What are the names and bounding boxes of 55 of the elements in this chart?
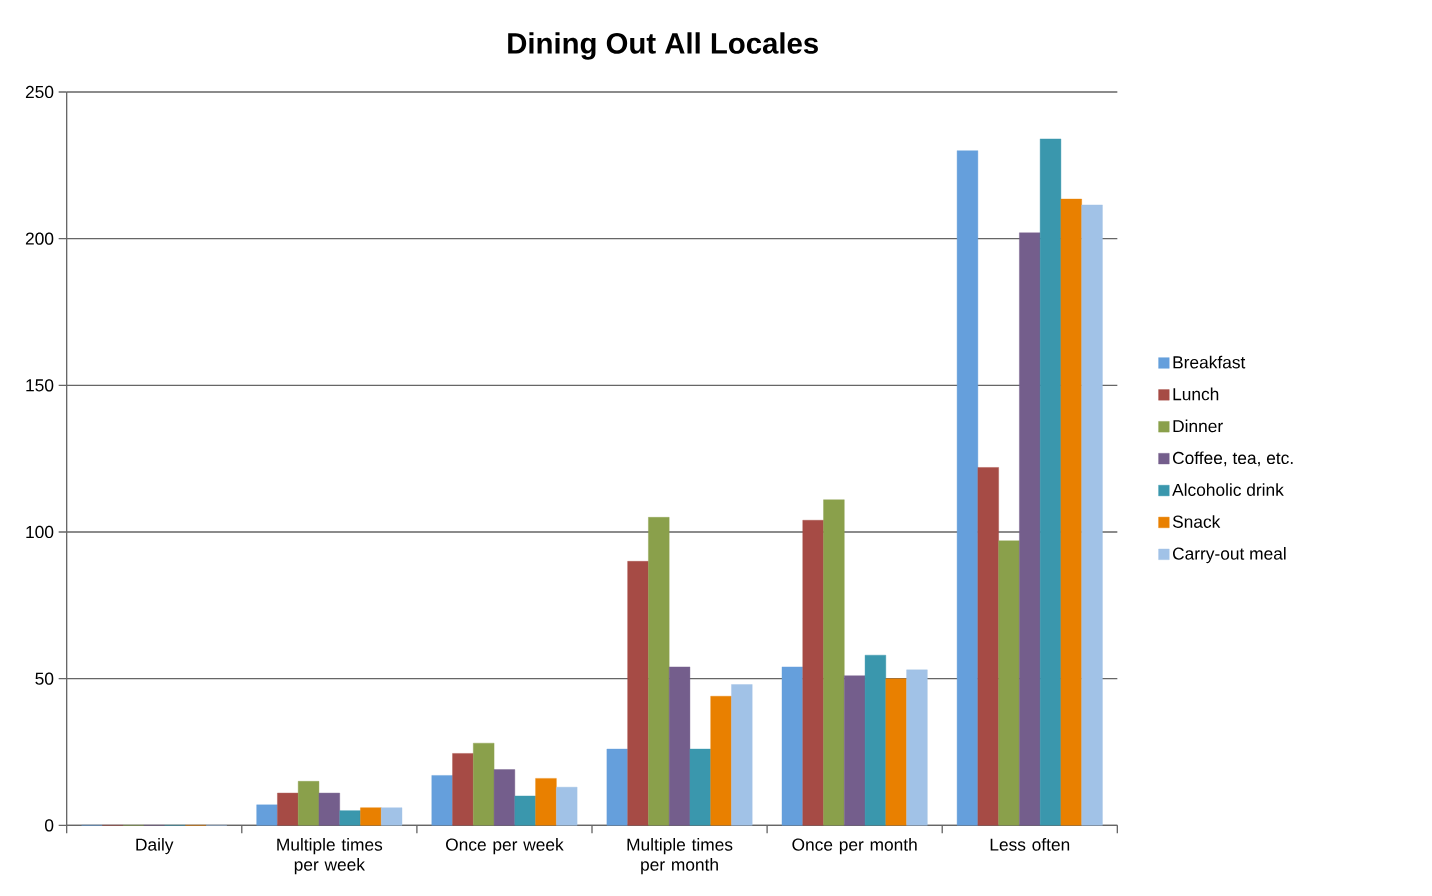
bar [731, 684, 753, 826]
y-tick-label: 0 [44, 819, 54, 832]
x-tick-label: Multiple times per week [277, 838, 383, 875]
bar [1081, 204, 1103, 826]
legend-label: Lunch [1173, 387, 1219, 401]
legend-label: Dinner [1173, 419, 1223, 433]
chart-title: Dining Out All Locales [508, 32, 818, 60]
bar [473, 742, 495, 826]
legend-label: Alcoholic drink [1172, 483, 1284, 496]
bar [318, 792, 340, 826]
bar [298, 781, 320, 826]
bar [844, 675, 866, 826]
y-tick-label: 50 [35, 672, 54, 685]
legend-label: Carry-out meal [1172, 547, 1286, 564]
y-tick-label: 100 [26, 525, 54, 539]
bar [381, 807, 403, 826]
x-tick-label: Once per week [446, 838, 564, 855]
bar [606, 748, 628, 826]
bar [823, 499, 845, 826]
bar [781, 666, 803, 826]
bar [885, 678, 907, 826]
bar [339, 810, 361, 826]
bar [360, 807, 382, 826]
bar [998, 540, 1020, 826]
bar [556, 786, 578, 826]
y-tick-label: 250 [25, 85, 54, 99]
bar [906, 669, 928, 826]
legend-label: Snack [1172, 515, 1221, 528]
bar [627, 561, 649, 826]
bar [256, 804, 278, 826]
legend-label: Coffee, tea, etc. [1172, 451, 1293, 467]
bar [864, 654, 887, 826]
bar [452, 753, 474, 826]
bar [648, 517, 670, 826]
legend-label: Breakfast [1173, 355, 1246, 369]
bar [1019, 232, 1041, 826]
bar [977, 467, 999, 826]
bar [710, 696, 732, 826]
x-tick-label: Less often [990, 838, 1070, 851]
bar [1060, 198, 1082, 826]
bar [1039, 138, 1062, 826]
bar [277, 792, 299, 826]
bar [956, 150, 979, 826]
x-tick-label: Once per month [792, 838, 917, 855]
y-tick-label: 200 [25, 232, 54, 245]
y-tick-label: 150 [26, 379, 54, 392]
bar [535, 778, 557, 826]
bar [668, 666, 691, 826]
bar [431, 775, 453, 826]
bar [493, 769, 516, 826]
x-tick-label: Multiple times per month [627, 838, 733, 875]
bar [689, 748, 711, 826]
x-tick-label: Daily [136, 838, 174, 855]
bar [514, 795, 536, 826]
bar [802, 520, 824, 826]
